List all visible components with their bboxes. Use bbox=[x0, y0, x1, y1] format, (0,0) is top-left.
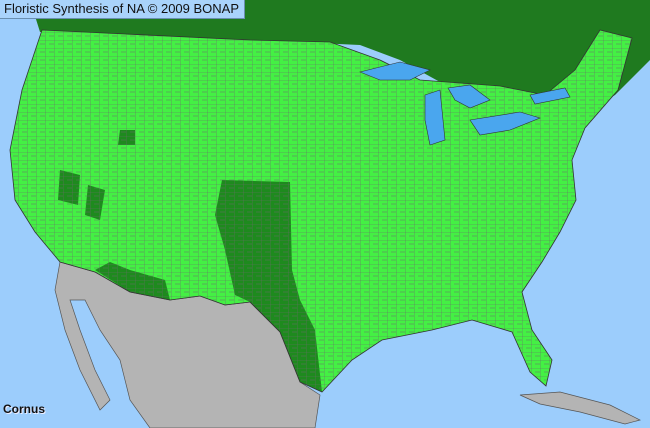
cuba-region bbox=[519, 391, 641, 425]
canada-region bbox=[30, 0, 650, 110]
map-title: Floristic Synthesis of NA © 2009 BONAP bbox=[0, 0, 246, 19]
great-lakes bbox=[359, 61, 571, 146]
taxon-label: Cornus bbox=[3, 402, 45, 416]
